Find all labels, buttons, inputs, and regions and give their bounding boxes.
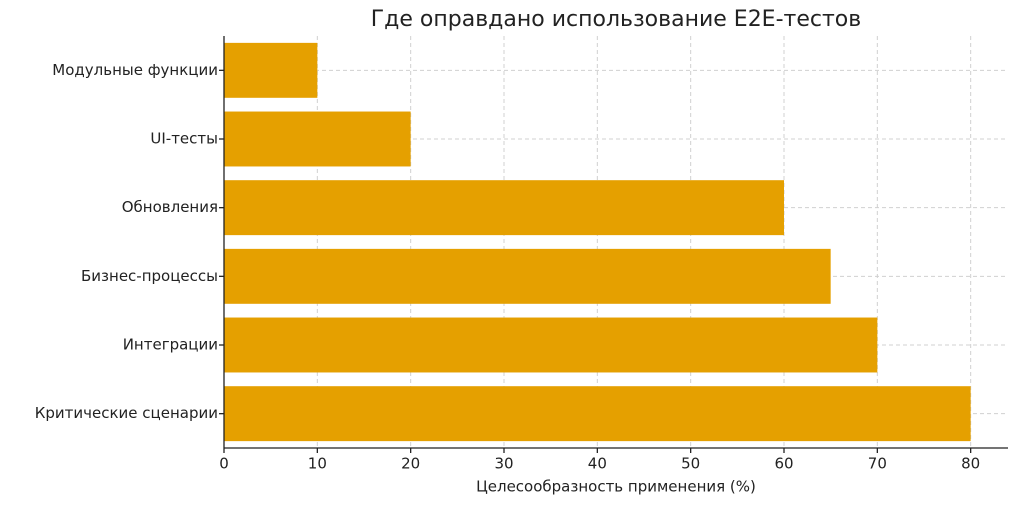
bar (224, 386, 971, 442)
x-tick-label: 30 (494, 455, 513, 473)
x-tick-label: 0 (219, 455, 229, 473)
y-tick-label: Интеграции (123, 336, 218, 354)
y-tick-label: Обновления (122, 198, 218, 216)
bar (224, 42, 318, 98)
x-tick-label: 80 (961, 455, 980, 473)
bar (224, 111, 411, 167)
x-tick-label: 20 (401, 455, 420, 473)
x-tick-label: 10 (308, 455, 327, 473)
x-tick-label: 50 (681, 455, 700, 473)
y-tick-label: Модульные функции (52, 61, 218, 79)
chart-title: Где оправдано использование E2E-тестов (371, 7, 861, 32)
y-tick-label: Бизнес-процессы (81, 267, 218, 285)
y-tick-label: UI-тесты (150, 130, 218, 148)
bar (224, 317, 878, 373)
x-tick-label: 70 (868, 455, 887, 473)
x-tick-label: 60 (774, 455, 793, 473)
bar (224, 248, 831, 304)
y-tick-label: Критические сценарии (35, 404, 218, 422)
x-tick-label: 40 (588, 455, 607, 473)
bar (224, 180, 784, 236)
x-axis-label: Целесообразность применения (%) (476, 478, 756, 496)
